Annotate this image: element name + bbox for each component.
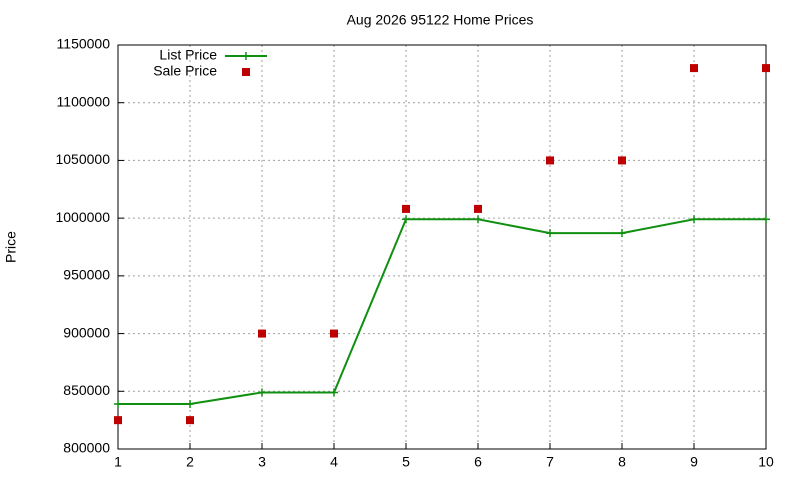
data-point [546, 156, 554, 165]
x-tick-label: 8 [618, 454, 626, 470]
y-tick-label: 1100000 [57, 93, 111, 109]
y-tick-label: 1150000 [57, 36, 111, 52]
data-point [330, 329, 338, 338]
y-tick-label: 1000000 [55, 209, 110, 225]
x-tick-label: 9 [690, 454, 698, 470]
y-tick-label: 950000 [63, 267, 110, 283]
legend-swatch [242, 52, 250, 60]
data-point [762, 64, 770, 73]
y-tick-label: 850000 [63, 382, 110, 398]
data-point [474, 215, 482, 224]
data-point [114, 416, 122, 425]
data-point [402, 215, 410, 224]
x-tick-label: 3 [258, 454, 266, 470]
x-tick-label: 1 [114, 454, 122, 470]
data-point [762, 215, 770, 224]
series-line [118, 218, 766, 405]
data-point [618, 156, 626, 165]
chart-title: Aug 2026 95122 Home Prices [347, 12, 534, 28]
data-point [114, 399, 122, 408]
data-point [186, 399, 194, 408]
legend-label: List Price [159, 47, 217, 63]
y-axis-label: Price [3, 231, 19, 263]
data-point [258, 329, 266, 338]
data-point [690, 64, 698, 73]
data-point [474, 204, 482, 213]
legend-swatch [242, 68, 250, 76]
data-point [330, 388, 338, 397]
data-point [186, 416, 194, 425]
data-point [402, 204, 410, 213]
data-point [618, 229, 626, 238]
x-tick-label: 2 [186, 454, 194, 470]
y-tick-label: 1050000 [55, 151, 110, 167]
x-tick-label: 4 [330, 454, 338, 470]
x-tick-label: 7 [546, 454, 554, 470]
data-point [690, 215, 698, 224]
legend-label: Sale Price [153, 63, 217, 79]
x-tick-label: 10 [758, 454, 774, 470]
y-tick-label: 800000 [63, 440, 110, 456]
y-tick-label: 900000 [63, 324, 110, 340]
x-tick-label: 6 [474, 454, 482, 470]
data-point [258, 388, 266, 397]
x-tick-label: 5 [402, 454, 410, 470]
plot-frame [117, 44, 767, 450]
data-point [546, 229, 554, 238]
